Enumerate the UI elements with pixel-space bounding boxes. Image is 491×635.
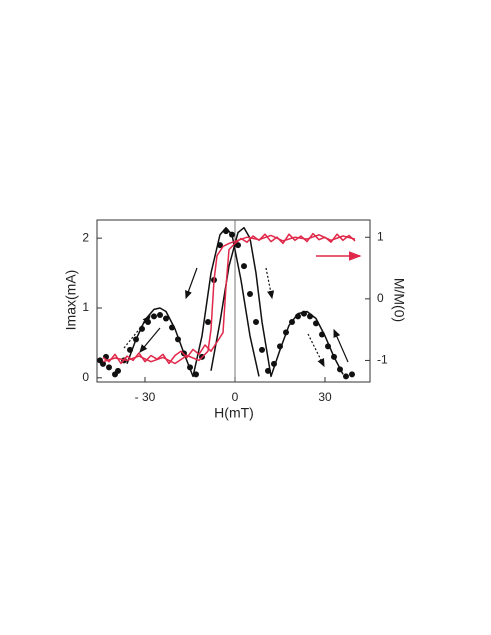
y-tick-label: 0 bbox=[82, 370, 89, 384]
data-point bbox=[163, 315, 169, 322]
arrow bbox=[265, 267, 275, 300]
arrow bbox=[333, 328, 349, 363]
data-point bbox=[157, 311, 163, 318]
y2-axis-label: M/M(0) bbox=[391, 278, 407, 322]
data-line bbox=[102, 234, 356, 365]
x-tick-label: - 30 bbox=[135, 390, 156, 404]
data-point bbox=[115, 367, 121, 374]
data-point bbox=[259, 346, 265, 353]
y-tick-label: 2 bbox=[82, 230, 89, 244]
x-tick-label: 30 bbox=[318, 390, 332, 404]
arrow bbox=[307, 333, 325, 368]
y-axis-label: Imax(mA) bbox=[63, 270, 79, 331]
data-line bbox=[126, 226, 260, 378]
data-point bbox=[151, 313, 157, 320]
data-point bbox=[349, 371, 355, 378]
y2-tick-label: -1 bbox=[377, 353, 388, 367]
arrow bbox=[185, 267, 198, 300]
data-point bbox=[241, 263, 247, 270]
data-point bbox=[100, 360, 106, 367]
data-point bbox=[145, 318, 151, 325]
y2-tick-label: 0 bbox=[377, 291, 384, 305]
data-point bbox=[343, 373, 349, 380]
data-point bbox=[247, 291, 253, 298]
y-tick-label: 1 bbox=[82, 300, 89, 314]
data-point bbox=[235, 242, 241, 249]
data-point bbox=[253, 318, 259, 325]
data-line bbox=[102, 232, 356, 365]
annotation-arrows bbox=[123, 251, 362, 368]
data-point bbox=[106, 364, 112, 371]
plot-frame bbox=[96, 219, 371, 383]
arrow bbox=[123, 315, 151, 349]
x-axis-label: H(mT) bbox=[214, 405, 254, 421]
arrow bbox=[139, 327, 161, 353]
x-tick-label: 0 bbox=[232, 390, 239, 404]
data-point bbox=[205, 318, 211, 325]
y2-tick-label: 1 bbox=[377, 229, 384, 243]
data-line bbox=[210, 226, 344, 378]
